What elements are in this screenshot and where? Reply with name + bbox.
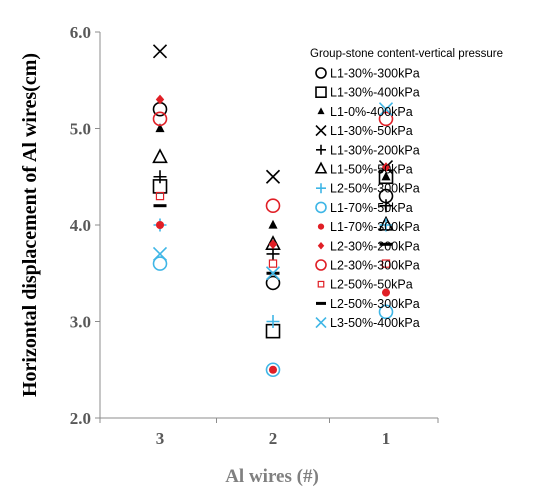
point-l1-70-300kpa-wire-3 bbox=[155, 220, 165, 230]
legend-label: L1-0%-400kPa bbox=[330, 105, 413, 119]
point-l1-30-50kpa-wire-2 bbox=[265, 169, 281, 184]
legend-label: L2-50%-50kPa bbox=[330, 278, 413, 292]
point-l3-50-400kpa-wire-3 bbox=[152, 246, 168, 262]
legend-label: L1-70%-50kPa bbox=[330, 201, 413, 215]
point-l2-30-300kpa-wire-3 bbox=[152, 111, 168, 127]
y-tick-label: 6.0 bbox=[70, 23, 91, 42]
point-l3-50-400kpa-wire-2 bbox=[265, 266, 281, 281]
legend-marker-l1-0-400kpa bbox=[317, 107, 325, 115]
legend-title: Group-stone content-vertical pressure bbox=[310, 48, 503, 60]
legend-label: L2-50%-300kPa bbox=[330, 182, 420, 196]
point-l1-70-50kpa-wire-2 bbox=[265, 362, 281, 378]
legend-marker-l1-30-50kpa bbox=[315, 125, 327, 137]
point-l1-30-200kpa-wire-3 bbox=[153, 170, 167, 184]
point-l1-0-400kpa-wire-2 bbox=[268, 219, 278, 229]
point-l2-30-200kpa-wire-3 bbox=[155, 94, 165, 105]
data-points bbox=[152, 44, 394, 378]
legend-marker-l2-50-50kpa bbox=[317, 280, 325, 288]
y-tick-label: 3.0 bbox=[70, 313, 91, 332]
legend-marker-l1-70-300kpa bbox=[317, 223, 325, 230]
legend-marker-l1-30-300kpa bbox=[315, 67, 327, 79]
legend-label: L2-30%-300kPa bbox=[330, 259, 420, 273]
y-tick-label: 5.0 bbox=[70, 120, 91, 139]
y-axis-label: Horizontal displacement of Al wires(cm) bbox=[19, 53, 41, 397]
legend-label: L1-50%-50kPa bbox=[330, 163, 413, 177]
point-l1-0-400kpa-wire-3 bbox=[155, 123, 165, 133]
legend-label: L1-70%-300kPa bbox=[330, 220, 420, 234]
legend-marker-l1-30-200kpa bbox=[316, 144, 326, 155]
legend-label: L1-30%-50kPa bbox=[330, 124, 413, 138]
y-tick-labels: 2.0 3.0 4.0 5.0 6.0 bbox=[70, 23, 91, 428]
point-l2-50-300kpa-wire-1 bbox=[379, 218, 393, 232]
y-tick-label: 2.0 bbox=[70, 409, 91, 428]
point-l1-50-50kpa-wire-3 bbox=[152, 148, 168, 164]
legend-label: L2-30%-200kPa bbox=[330, 239, 420, 253]
legend-label: L2-50%-300kPa bbox=[330, 297, 420, 311]
point-l2-50-300kpa-wire-2 bbox=[266, 315, 280, 328]
point-l2-30-300kpa-wire-1 bbox=[378, 111, 394, 127]
legend-label: L1-30%-200kPa bbox=[330, 143, 420, 157]
point-l2-50-50kpa-wire-2 bbox=[268, 259, 278, 268]
point-l3-50-400kpa-wire-1 bbox=[378, 102, 394, 117]
legend: Group-stone content-vertical pressure L1… bbox=[310, 48, 503, 330]
point-l1-30-200kpa-wire-1 bbox=[379, 199, 393, 213]
point-l1-70-300kpa-wire-2 bbox=[268, 365, 278, 374]
point-l2-30-300kpa-wire-2 bbox=[265, 198, 281, 213]
x-tick-label: 3 bbox=[156, 429, 165, 448]
legend-label: L1-30%-400kPa bbox=[330, 86, 420, 100]
y-tick-label: 4.0 bbox=[70, 216, 91, 235]
legend-items: L1-30%-300kPa L1-30%-400kPa L1-0%-400kPa L1… bbox=[314, 67, 420, 330]
point-l1-70-50kpa-wire-3 bbox=[152, 256, 168, 271]
legend-marker-l1-70-50kpa bbox=[315, 201, 327, 214]
legend-marker-l2-50-300kpa bbox=[316, 183, 326, 194]
point-l1-70-300kpa-wire-1 bbox=[381, 288, 391, 297]
x-tick-labels: 3 2 1 bbox=[156, 429, 391, 448]
point-l1-30-300kpa-wire-2 bbox=[265, 275, 281, 291]
legend-label: L3-50%-400kPa bbox=[330, 316, 420, 330]
point-l2-30-200kpa-wire-2 bbox=[268, 239, 278, 250]
legend-label: L1-30%-300kPa bbox=[330, 67, 420, 81]
point-l1-70-50kpa-wire-1 bbox=[378, 304, 394, 320]
point-l2-50-50kpa-wire-3 bbox=[155, 191, 165, 201]
x-axis-label: Al wires (#) bbox=[225, 466, 319, 487]
chart-axes bbox=[95, 31, 439, 423]
legend-marker-l1-50-50kpa bbox=[314, 161, 328, 174]
x-tick-label: 1 bbox=[382, 429, 391, 448]
point-l1-0-400kpa-wire-1 bbox=[381, 171, 391, 181]
legend-marker-l2-30-200kpa bbox=[317, 242, 325, 250]
point-l2-30-200kpa-wire-1 bbox=[381, 162, 391, 172]
legend-marker-l3-50-400kpa bbox=[315, 317, 327, 329]
legend-marker-l2-30-300kpa bbox=[315, 259, 327, 271]
point-l2-50-50kpa-wire-1 bbox=[381, 259, 391, 268]
x-tick-label: 2 bbox=[269, 429, 278, 448]
point-l1-30-50kpa-wire-3 bbox=[152, 44, 168, 59]
legend-marker-l1-30-400kpa bbox=[315, 86, 327, 98]
